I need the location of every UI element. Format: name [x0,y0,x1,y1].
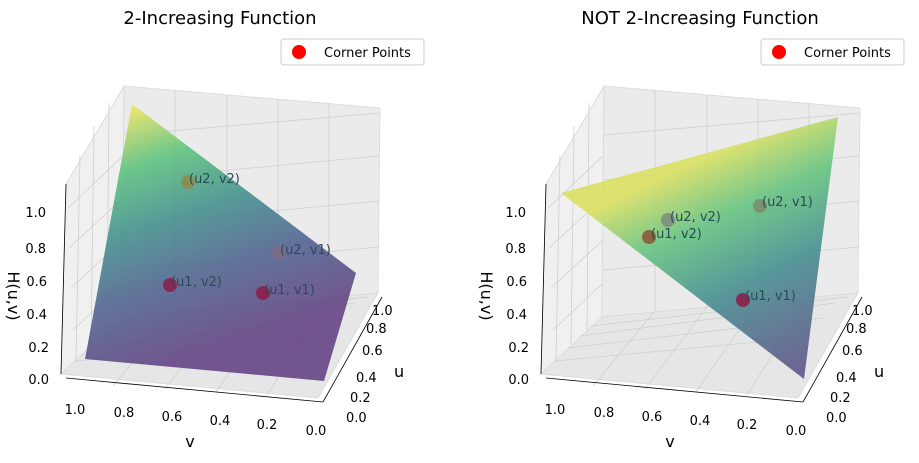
legend-box [760,38,905,66]
x-ticks: 1.0 0.8 0.6 0.4 0.2 0.0 [545,403,807,439]
y-axis-line [322,296,383,403]
chart-2-increasing: 2-Increasing Function [4,8,425,451]
z-tick-label: 0.6 [506,275,527,290]
legend-label: Corner Points [324,46,411,61]
z-tick-label: 0.4 [506,308,527,323]
point-u2-v1 [753,199,767,213]
surface [85,104,356,381]
chart-title: NOT 2-Increasing Function [581,8,819,29]
z-tick-label: 0.0 [28,373,49,388]
point-u1-v2 [163,278,177,292]
point-label: (u2, v2) [189,172,240,187]
x-tick-label: 1.0 [65,403,86,418]
y-axis-label: u [394,362,404,381]
point-label: (u2, v2) [670,210,721,225]
z-tick-label: 0.8 [505,242,526,257]
z-tick-label: 0.8 [25,242,46,257]
y-axis-line [802,296,863,403]
legend-box [280,38,425,66]
point-u1-v2 [642,230,656,244]
y-tick-label: 0.0 [346,411,367,426]
z-tick-label: 0.2 [508,341,529,356]
y-tick-label: 0.8 [846,322,867,337]
z-axis-line [540,183,547,375]
z-tick-label: 1.0 [25,206,46,221]
x-axis-line [545,377,804,403]
x-tick-label: 0.6 [162,410,183,425]
chart-not-2-increasing: NOT 2-Increasing Function [477,8,905,451]
x-axis-label: v [185,432,194,451]
z-ticks: 0.0 0.2 0.4 0.6 0.8 1.0 [505,206,529,388]
point-u1-v1 [256,286,270,300]
z-tick-label: 0.6 [26,275,47,290]
z-axis-label: H(u,v) [477,271,496,320]
y-tick-label: 0.6 [842,344,863,359]
y-ticks: 0.0 0.2 0.4 0.6 0.8 1.0 [346,304,393,426]
x-tick-label: 0.2 [257,418,278,433]
legend-marker [292,45,306,59]
legend: Corner Points [280,38,425,66]
x-tick-label: 0.6 [642,410,663,425]
y-tick-label: 0.2 [830,391,851,406]
x-tick-label: 0.8 [114,406,135,421]
point-label: (u2, v1) [762,195,813,210]
y-tick-label: 0.0 [826,411,847,426]
x-axis-label: v [665,432,674,451]
chart-title: 2-Increasing Function [123,8,316,29]
y-tick-label: 0.2 [350,391,371,406]
x-tick-label: 0.0 [786,424,807,439]
point-u2-v2 [661,213,675,227]
legend: Corner Points [760,38,905,66]
y-axis-label: u [874,362,884,381]
point-label: (u1, v2) [651,227,702,242]
x-tick-label: 0.4 [690,414,711,429]
y-tick-label: 1.0 [852,304,873,319]
point-label: (u1, v1) [264,283,315,298]
x-tick-label: 1.0 [545,403,566,418]
legend-label: Corner Points [804,46,891,61]
z-axis-label: H(u,v) [4,271,23,320]
surface [561,117,838,379]
z-tick-label: 0.0 [508,373,529,388]
z-ticks: 0.0 0.2 0.4 0.6 0.8 1.0 [25,206,49,388]
legend-marker [772,45,786,59]
y-tick-label: 1.0 [372,304,393,319]
y-tick-label: 0.6 [362,344,383,359]
point-label: (u1, v1) [745,289,796,304]
y-tick-label: 0.4 [836,371,857,386]
z-tick-label: 0.2 [28,341,49,356]
point-u2-v2 [181,175,195,189]
x-tick-label: 0.0 [306,424,327,439]
y-ticks: 0.0 0.2 0.4 0.6 0.8 1.0 [826,304,873,426]
y-tick-label: 0.8 [366,322,387,337]
z-tick-label: 1.0 [505,206,526,221]
x-ticks: 1.0 0.8 0.6 0.4 0.2 0.0 [65,403,327,439]
point-label: (u1, v2) [171,275,222,290]
z-axis-line [60,183,67,375]
point-u2-v1 [272,246,286,260]
y-tick-label: 0.4 [356,371,377,386]
point-label: (u2, v1) [280,243,331,258]
point-u1-v1 [736,293,750,307]
x-tick-label: 0.8 [594,406,615,421]
x-axis-line [65,377,324,403]
z-tick-label: 0.4 [26,308,47,323]
x-tick-label: 0.2 [737,418,758,433]
x-tick-label: 0.4 [210,414,231,429]
